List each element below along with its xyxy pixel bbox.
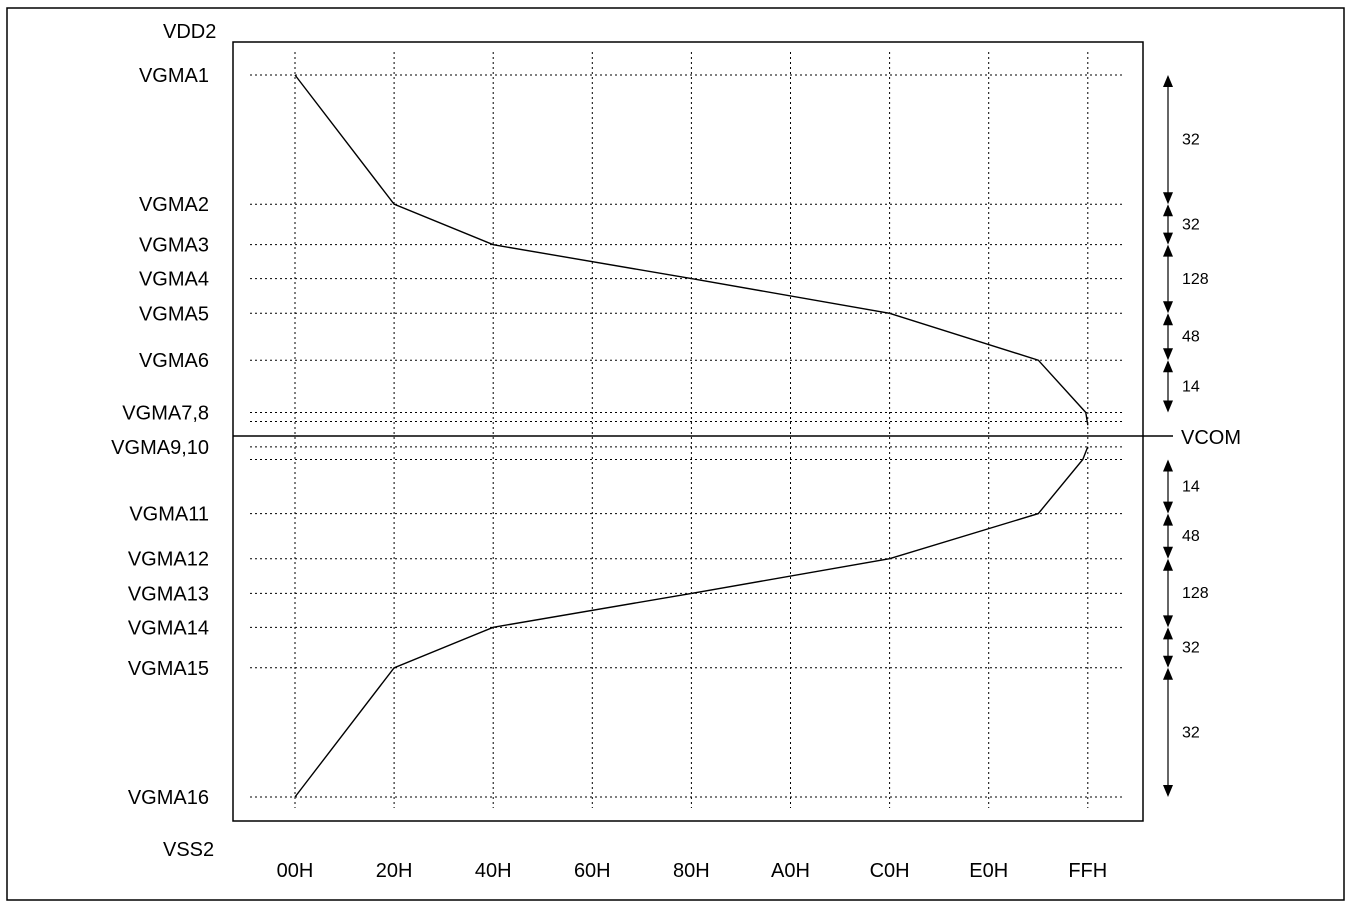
x-tick-label: 60H <box>574 860 611 882</box>
vertical-gridlines <box>294 52 1089 808</box>
level-label: VGMA14 <box>128 617 209 639</box>
x-tick-label: C0H <box>870 860 910 882</box>
segment-count-label: 32 <box>1182 640 1200 657</box>
level-label: VGMA11 <box>129 504 209 526</box>
segment-arrowhead-down <box>1163 785 1173 797</box>
outer-border <box>6 7 1345 901</box>
segment-annotation: 14 <box>1163 459 1200 514</box>
level-label: VGMA12 <box>128 549 209 571</box>
segment-arrowhead-up <box>1163 313 1173 326</box>
level-label: VGMA2 <box>139 194 209 216</box>
segment-arrowhead-up <box>1163 627 1173 640</box>
segment-count-label: 32 <box>1182 724 1200 741</box>
segment-annotations: 32 32 128 48 14 14 48 128 32 32 <box>1163 75 1209 797</box>
level-label: VGMA7,8 <box>122 403 209 425</box>
x-tick-label: 20H <box>376 860 413 882</box>
level-label: VGMA15 <box>128 658 209 680</box>
segment-arrowhead-down <box>1163 546 1173 559</box>
segment-arrowhead-up <box>1163 244 1173 257</box>
level-label: VGMA6 <box>139 350 209 372</box>
segment-annotation: 32 <box>1163 627 1200 668</box>
segment-annotation: 48 <box>1163 513 1200 559</box>
segment-annotation: 128 <box>1163 558 1209 628</box>
gamma-curve-line <box>294 446 1089 798</box>
segment-arrowhead-up <box>1163 459 1173 472</box>
segment-annotation: 32 <box>1163 204 1200 245</box>
segment-count-label: 48 <box>1182 329 1200 346</box>
x-tick-label: 80H <box>673 860 710 882</box>
segment-annotation: 48 <box>1163 313 1200 361</box>
segment-arrowhead-down <box>1163 615 1173 628</box>
segment-arrowhead-down <box>1163 301 1173 314</box>
segment-arrowhead-down <box>1163 348 1173 361</box>
level-label: VGMA1 <box>139 65 209 87</box>
horizontal-gridlines <box>250 74 1124 798</box>
segment-arrowhead-up <box>1163 75 1173 87</box>
vss2-label: VSS2 <box>163 839 214 861</box>
level-label: VGMA13 <box>128 583 209 605</box>
segment-count-label: 32 <box>1182 132 1200 149</box>
segment-count-label: 14 <box>1182 378 1200 395</box>
gamma-curve-line <box>294 74 1089 426</box>
level-label: VGMA9,10 <box>111 437 209 459</box>
level-labels: VGMA1 VGMA2 VGMA3 VGMA4 VGMA5 VGMA6 VGMA7,8 VGM… <box>111 65 209 809</box>
level-label: VGMA16 <box>128 787 209 809</box>
x-tick-label: E0H <box>969 860 1008 882</box>
segment-arrowhead-up <box>1163 204 1173 217</box>
segment-arrowhead-down <box>1163 655 1173 668</box>
segment-arrowhead-up <box>1163 360 1173 373</box>
segment-arrowhead-up <box>1163 667 1173 680</box>
segment-arrowhead-down <box>1163 501 1173 514</box>
segment-annotation: 128 <box>1163 244 1209 314</box>
segment-arrowhead-up <box>1163 513 1173 526</box>
segment-arrowhead-down <box>1163 400 1173 413</box>
vcom-label: VCOM <box>1181 427 1241 449</box>
gamma-curves <box>294 74 1089 798</box>
segment-annotation: 32 <box>1163 667 1200 797</box>
plot-frame <box>232 41 1144 822</box>
vdd2-label: VDD2 <box>163 21 216 43</box>
segment-count-label: 128 <box>1182 271 1209 288</box>
x-tick-label: 00H <box>277 860 314 882</box>
level-label: VGMA4 <box>139 269 209 291</box>
segment-arrowhead-up <box>1163 558 1173 571</box>
segment-arrowhead-down <box>1163 192 1173 205</box>
level-label: VGMA3 <box>139 235 209 257</box>
segment-count-label: 14 <box>1182 479 1200 496</box>
x-tick-label: 40H <box>475 860 512 882</box>
segment-arrowhead-down <box>1163 232 1173 245</box>
x-tick-label: A0H <box>771 860 810 882</box>
x-tick-label: FFH <box>1068 860 1107 882</box>
segment-annotation: 14 <box>1163 360 1200 413</box>
level-label: VGMA5 <box>139 303 209 325</box>
x-tick-labels: 00H 20H 40H 60H 80H A0H C0H E0H FFH <box>277 860 1108 882</box>
segment-annotation: 32 <box>1163 75 1200 205</box>
segment-count-label: 32 <box>1182 216 1200 233</box>
segment-count-label: 48 <box>1182 528 1200 545</box>
segment-count-label: 128 <box>1182 585 1209 602</box>
